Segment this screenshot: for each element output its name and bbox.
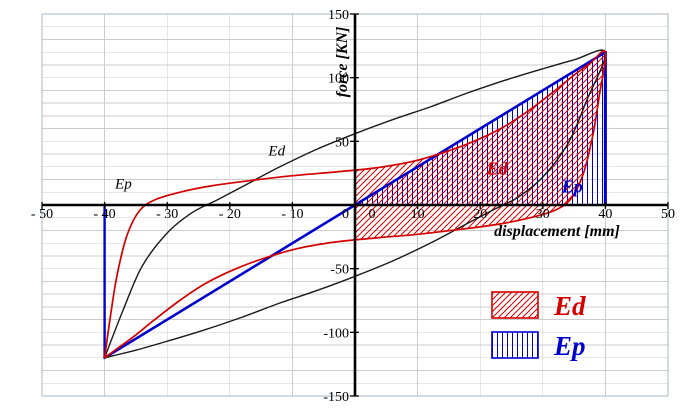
x-tick-label: - 40 bbox=[94, 207, 116, 222]
annotation-Ep-1: Ep bbox=[114, 176, 132, 192]
x-tick-label: - 30 bbox=[156, 207, 178, 222]
x-tick-label: 30 bbox=[536, 207, 550, 222]
legend-item-Ep: Ep bbox=[491, 331, 586, 361]
x-tick-label: 40 bbox=[598, 207, 612, 222]
x-axis-title: displacement [mm] bbox=[494, 223, 620, 240]
series-hysteresis-inner-loop bbox=[103, 50, 607, 359]
annotation-Ed-2: Ed bbox=[486, 158, 509, 178]
x-tick-label: - 20 bbox=[219, 207, 241, 222]
x-tick-label: - 50 bbox=[31, 207, 53, 222]
annotation-Ed-0: Ed bbox=[267, 143, 285, 159]
x-tick-label: 20 bbox=[473, 207, 487, 222]
x-tick-label: 0 bbox=[369, 207, 376, 222]
y-tick-label: 0 bbox=[342, 207, 349, 222]
annotation-Ep-3: Ep bbox=[561, 176, 583, 196]
legend-swatch-Ed bbox=[491, 291, 539, 319]
x-tick-label: 10 bbox=[411, 207, 425, 222]
y-axis-title: force [KN] bbox=[334, 27, 351, 98]
y-tick-label: 150 bbox=[328, 8, 349, 23]
legend-label-Ep: Ep bbox=[553, 331, 586, 361]
y-tick-label: 100 bbox=[328, 72, 349, 87]
y-tick-label: 50 bbox=[335, 135, 349, 150]
legend: Ed Ep bbox=[491, 291, 586, 361]
x-tick-label: 50 bbox=[661, 207, 675, 222]
y-tick-label: -50 bbox=[330, 263, 349, 278]
x-tick-label: - 10 bbox=[281, 207, 303, 222]
y-tick-label: -150 bbox=[323, 390, 349, 405]
y-tick-label: -100 bbox=[323, 326, 349, 341]
legend-item-Ed: Ed bbox=[491, 291, 586, 321]
legend-swatch-Ep bbox=[491, 331, 539, 359]
region-Ed-area bbox=[355, 50, 606, 240]
legend-label-Ed: Ed bbox=[553, 291, 586, 321]
